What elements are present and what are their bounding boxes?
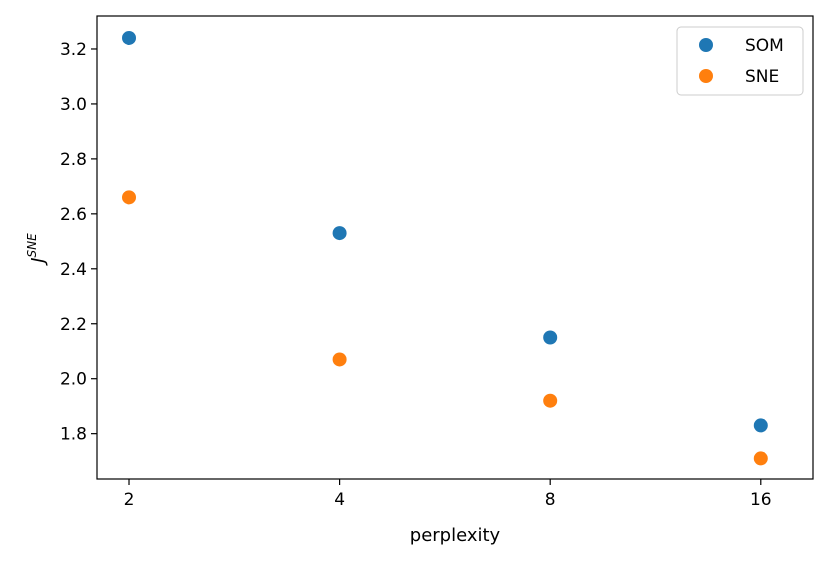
y-tick-label: 3.2 (60, 40, 87, 60)
y-tick-label: 2.4 (60, 260, 87, 280)
x-axis: 2 4 8 16 (124, 479, 772, 510)
x-tick-label: 4 (334, 490, 345, 510)
legend-label-som: SOM (745, 36, 784, 56)
y-tick-label: 2.2 (60, 315, 87, 335)
data-points (122, 30, 768, 466)
x-tick-label: 16 (750, 490, 772, 510)
y-axis: 1.8 2.0 2.2 2.4 2.6 2.8 3.0 3.2 (60, 40, 97, 445)
y-tick-label: 2.0 (60, 370, 87, 390)
y-tick-label: 3.0 (60, 95, 87, 115)
x-tick-label: 8 (545, 490, 556, 510)
data-point-som (753, 418, 768, 433)
data-point-sne (332, 352, 347, 367)
legend-frame (676, 26, 804, 96)
data-point-sne (122, 190, 137, 205)
y-tick-label: 2.8 (60, 150, 87, 170)
y-tick-label: 2.6 (60, 205, 87, 225)
x-tick-label: 2 (124, 490, 135, 510)
y-tick-label: 1.8 (60, 425, 87, 445)
x-axis-label: perplexity (410, 525, 501, 546)
y-axis-label-base: J (28, 257, 49, 265)
plot-area-frame (96, 15, 814, 480)
legend-marker-som (699, 38, 713, 52)
y-axis-label-superscript: SNE (25, 233, 39, 258)
legend-label-sne: SNE (745, 67, 779, 87)
y-axis-label: JSNE (25, 233, 49, 266)
data-point-sne (543, 393, 558, 408)
legend-marker-sne (699, 69, 713, 83)
data-point-som (332, 226, 347, 241)
data-point-som (122, 30, 137, 45)
data-point-sne (753, 451, 768, 466)
legend: SOM SNE (676, 26, 804, 96)
data-point-som (543, 330, 558, 345)
